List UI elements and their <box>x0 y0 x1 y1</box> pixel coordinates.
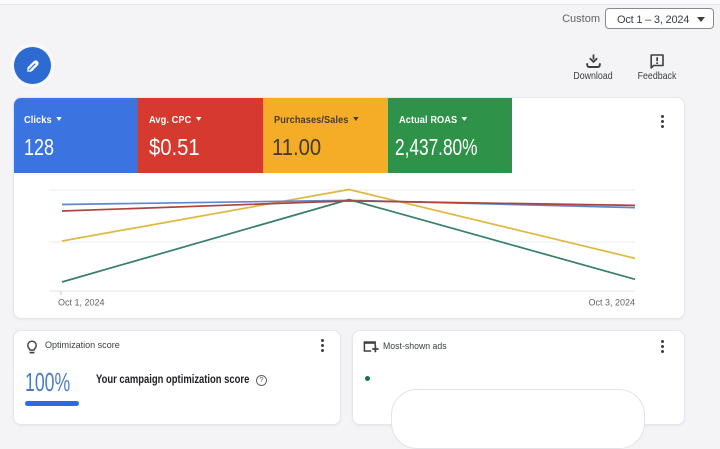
svg-text:Oct 1, 2024: Oct 1, 2024 <box>58 298 105 308</box>
svg-text:Oct 3, 2024: Oct 3, 2024 <box>588 298 635 308</box>
